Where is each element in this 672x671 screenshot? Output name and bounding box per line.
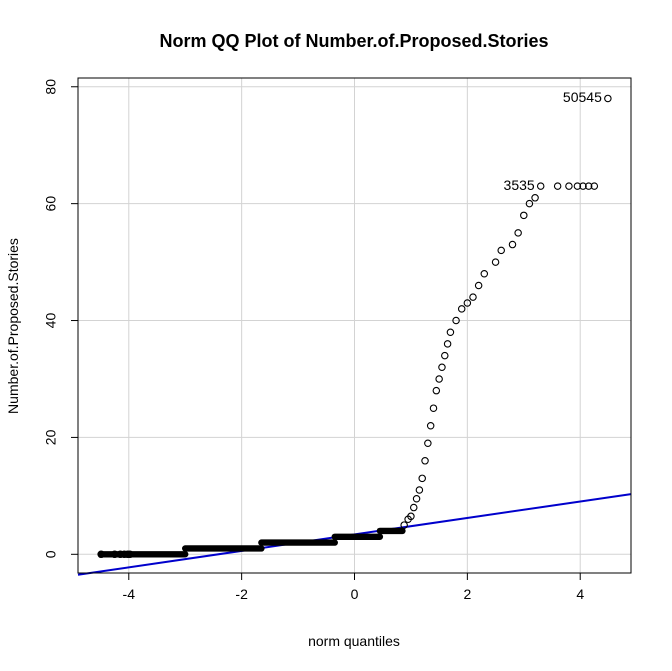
data-point [421, 457, 429, 465]
data-point [457, 305, 466, 313]
data-point [514, 229, 522, 237]
x-tick-label: -4 [123, 586, 136, 602]
x-axis-label: norm quantiles [308, 633, 400, 649]
y-tick-label: 60 [43, 196, 59, 212]
data-point [116, 550, 125, 559]
data-point [565, 182, 573, 190]
data-point [474, 281, 483, 290]
data-point [429, 404, 438, 412]
data-point [452, 316, 460, 325]
data-point [409, 503, 418, 512]
step-run [182, 545, 265, 552]
y-tick-label: 0 [43, 550, 59, 558]
data-point [97, 550, 105, 559]
data-points [97, 94, 612, 559]
plot-frame [77, 77, 632, 574]
data-point [508, 240, 517, 249]
x-tick-label: 0 [351, 586, 359, 602]
y-tick-label: 40 [43, 313, 59, 329]
point-label: 50545 [563, 89, 602, 105]
data-point [418, 474, 426, 483]
data-point [553, 182, 562, 190]
data-point [123, 550, 132, 559]
data-point [446, 328, 455, 336]
step-run [258, 539, 338, 546]
data-point [520, 211, 528, 220]
data-point [120, 550, 129, 559]
data-point [579, 182, 587, 190]
data-point [110, 550, 119, 559]
grid-lines [78, 78, 631, 573]
data-point [443, 340, 452, 348]
data-point [584, 182, 593, 190]
data-point [531, 194, 539, 202]
point-annotations: 50545 3535 [504, 89, 603, 193]
chart-title: Norm QQ Plot of Number.of.Proposed.Stori… [159, 31, 548, 51]
x-tick-label: -2 [235, 586, 248, 602]
data-point [491, 258, 500, 266]
data-point [463, 299, 472, 307]
data-point [604, 94, 612, 103]
data-point [432, 386, 441, 395]
data-point [126, 550, 134, 559]
data-point [426, 421, 435, 430]
y-axis-label: Number.of.Proposed.Stories [5, 238, 21, 414]
data-point [412, 495, 421, 503]
data-point [424, 439, 432, 448]
data-point [536, 182, 545, 190]
step-points [97, 527, 406, 558]
data-point [435, 375, 443, 383]
x-tick-label: 4 [576, 586, 584, 602]
data-point [480, 270, 489, 278]
y-tick-label: 80 [43, 79, 59, 95]
data-point [441, 351, 449, 360]
data-point [407, 512, 415, 521]
y-tick-label: 20 [43, 429, 59, 445]
step-run [97, 551, 189, 558]
data-point [415, 486, 424, 494]
step-run [331, 533, 384, 540]
point-label: 3535 [504, 177, 535, 193]
data-point [573, 182, 582, 190]
data-point [469, 293, 477, 301]
step-run [376, 527, 406, 535]
data-point [590, 182, 599, 190]
data-point [497, 246, 505, 255]
x-tick-label: 2 [463, 586, 471, 602]
data-point [400, 521, 408, 529]
data-point [438, 363, 446, 372]
data-point [525, 199, 534, 208]
